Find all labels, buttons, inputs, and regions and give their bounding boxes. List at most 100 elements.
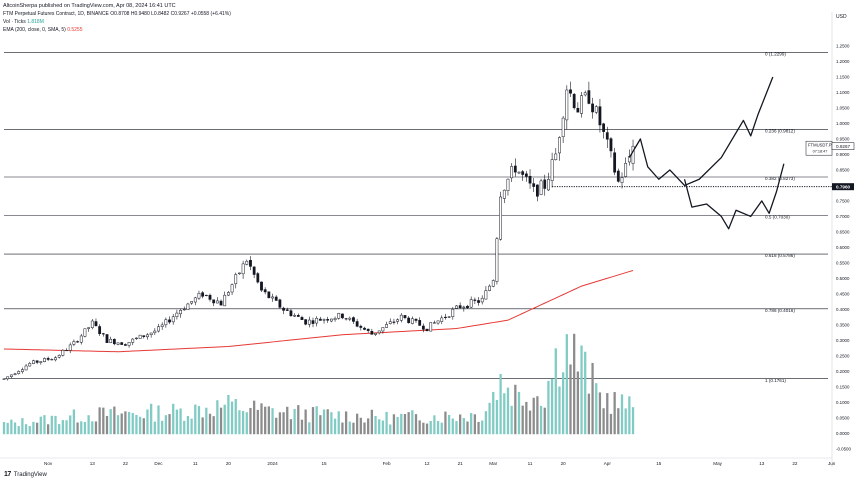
volume-bar [102,407,105,435]
volume-bar [470,413,473,435]
price-tick-label: 0.7000 [836,214,850,219]
candle-body [79,335,83,343]
volume-bar [286,406,289,435]
volume-bar [348,421,351,435]
volume-bar [624,408,627,435]
volume-bar [172,403,175,435]
candle-body [436,320,440,324]
candle-body [466,305,469,309]
candle-body [322,319,326,321]
price-tick-label: 0.1000 [836,400,850,405]
time-tick-label: 22 [123,461,129,466]
candle-body [451,309,455,317]
candle-body [193,297,197,303]
volume-bar [315,406,318,435]
volume-bar [120,413,123,435]
volume-bar [396,416,399,435]
candle-body [296,314,300,317]
volume-bar [609,413,613,435]
volume-bar [444,411,447,435]
volume-bar [253,400,256,435]
volume-bar [304,409,307,435]
price-axis[interactable]: 1.2500 1.2000 1.1500 1.1000 1.0500 1.0000 0.95… [836,44,851,452]
time-tick-label: 20 [226,461,232,466]
candle-body [333,318,337,321]
volume-bar [35,422,39,435]
candle-body [528,175,532,184]
candle-body [594,106,598,113]
volume-bar [598,392,602,435]
volume-bar [109,409,112,435]
volume-bar [569,364,572,435]
volume-bar [466,421,469,435]
volume-bar [462,418,465,435]
candle-body [90,320,94,328]
candle-body [300,317,304,320]
volume-bar [591,362,594,435]
candle-body [352,317,355,322]
volume-legend-value: 1.818M [27,19,44,25]
volume-bar [532,397,535,435]
volume-bar [24,424,28,435]
volume-bar [587,393,591,435]
candle-body [565,89,569,121]
price-tick-label: 0.7500 [836,199,850,204]
candle-body [499,196,502,240]
candle-body [164,319,168,326]
candle-body [580,95,583,114]
volume-bar [264,406,267,435]
volume-bar [389,424,392,435]
price-tick-label: 1.1000 [836,90,850,95]
volume-bar [61,420,64,435]
candle-body [204,294,208,297]
volume-bar [245,412,248,435]
ema-legend[interactable]: EMA (200, close, 0, SMA, 5) 0.5255 [3,26,231,34]
candle-body [311,320,315,324]
volume-bar [337,411,340,435]
price-tick-label: 0.0000 [836,431,850,436]
candle-body [513,165,517,173]
candle-body [414,318,418,321]
tradingview-logo[interactable]: 17 [4,471,11,478]
price-tick-label: 0.1500 [836,384,850,389]
candle-body [602,123,605,132]
candle-body [28,363,32,367]
candle-body [260,281,263,291]
candle-body [120,342,124,345]
candle-body [197,293,201,299]
volume-bar [602,408,605,435]
volume-bar [495,399,499,435]
volume-bar [267,406,270,435]
fib-level-label: 0.786 (0.4016) [765,308,795,313]
candle-body [440,317,444,322]
candle-body [24,365,28,371]
candle-body [469,299,473,308]
projection-drawings[interactable] [628,76,785,230]
candle-body [234,274,238,285]
volume-bar [127,411,131,435]
candle-body [32,360,35,364]
volume-bar [344,411,348,435]
candle-body [274,296,278,301]
price-tick-label: 0.2000 [836,369,850,374]
symbol-legend[interactable]: FTM Perpetual Futures Contract, 1D, BINA… [3,11,231,17]
volume-legend[interactable]: Vol · Ticks 1.818M [3,18,231,26]
fib-levels[interactable]: 0 (1.2299)0.236 (0.9812)0.382 (0.8273)0.… [4,51,832,383]
candle-body [458,305,462,308]
candle-body [374,332,377,335]
candle-body [87,327,90,329]
candle-body [171,316,175,323]
volume-bar [50,415,53,435]
price-tick-label: 0.3000 [836,338,850,343]
volume-bar [628,396,631,435]
volume-bar [558,386,561,435]
candle-body [587,90,591,104]
volume-bar [510,405,513,435]
currency-label: USD [836,14,847,20]
candle-body [326,319,330,321]
candle-body [359,325,363,328]
price-tick-label: 0.0500 [836,415,850,420]
volume-bar [223,404,226,435]
time-axis[interactable]: Nov 13 22 Dec 11 20 2024 15 Feb 12 21 Mar 11 20 Apr 15 M… [44,461,836,466]
